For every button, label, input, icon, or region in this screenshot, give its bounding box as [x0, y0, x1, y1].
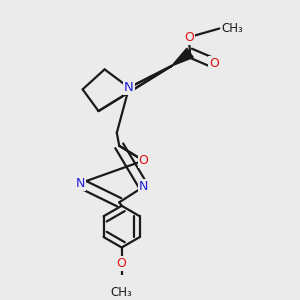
Text: O: O: [117, 256, 127, 270]
Text: N: N: [124, 81, 134, 94]
Text: O: O: [139, 154, 148, 167]
Text: CH₃: CH₃: [222, 22, 244, 35]
Text: O: O: [184, 31, 194, 44]
Text: O: O: [209, 57, 219, 70]
Polygon shape: [172, 48, 193, 66]
Text: N: N: [76, 177, 85, 190]
Text: N: N: [139, 180, 148, 193]
Text: CH₃: CH₃: [111, 286, 133, 299]
